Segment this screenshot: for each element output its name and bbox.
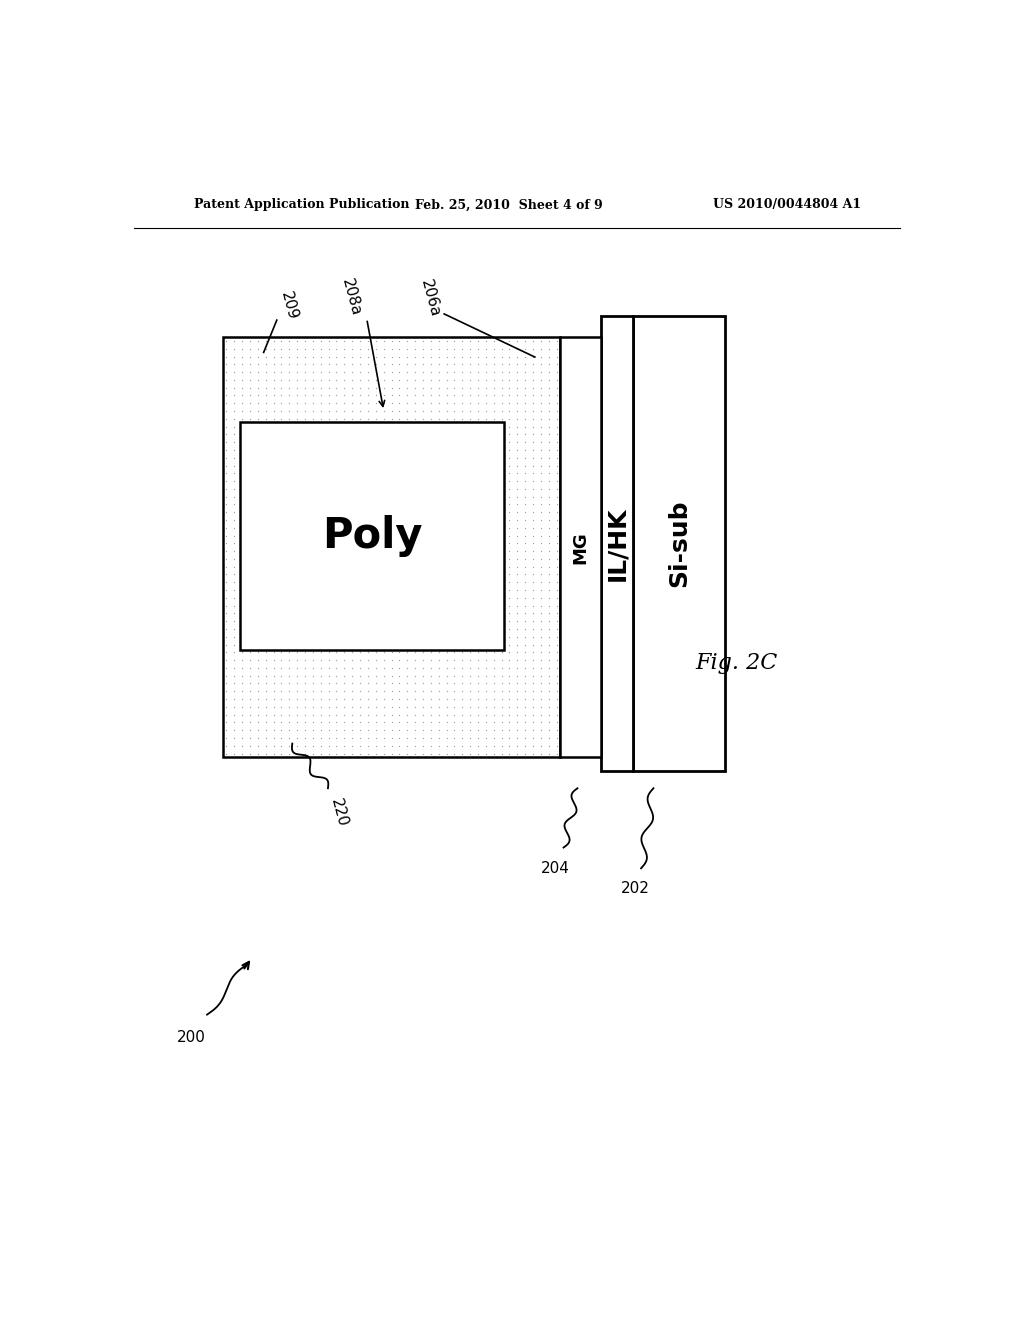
Bar bbox=[633, 317, 725, 771]
Bar bbox=[222, 337, 560, 758]
Bar bbox=[560, 337, 601, 758]
Bar bbox=[601, 317, 633, 771]
Bar bbox=[241, 422, 504, 649]
Text: Patent Application Publication: Patent Application Publication bbox=[194, 198, 410, 211]
Text: 206a: 206a bbox=[418, 279, 442, 319]
Text: 200: 200 bbox=[177, 1030, 206, 1045]
Text: US 2010/0044804 A1: US 2010/0044804 A1 bbox=[713, 198, 861, 211]
Text: 209: 209 bbox=[279, 290, 300, 322]
Text: 220: 220 bbox=[328, 797, 350, 829]
Text: Fig. 2C: Fig. 2C bbox=[695, 652, 777, 673]
Text: 204: 204 bbox=[542, 861, 570, 876]
Text: Feb. 25, 2010  Sheet 4 of 9: Feb. 25, 2010 Sheet 4 of 9 bbox=[415, 198, 602, 211]
Text: Si-sub: Si-sub bbox=[667, 500, 691, 587]
Text: 208a: 208a bbox=[339, 277, 364, 317]
Text: 202: 202 bbox=[622, 880, 650, 896]
Text: Poly: Poly bbox=[322, 515, 422, 557]
Text: IL/HK: IL/HK bbox=[605, 506, 629, 581]
Text: MG: MG bbox=[571, 531, 590, 564]
